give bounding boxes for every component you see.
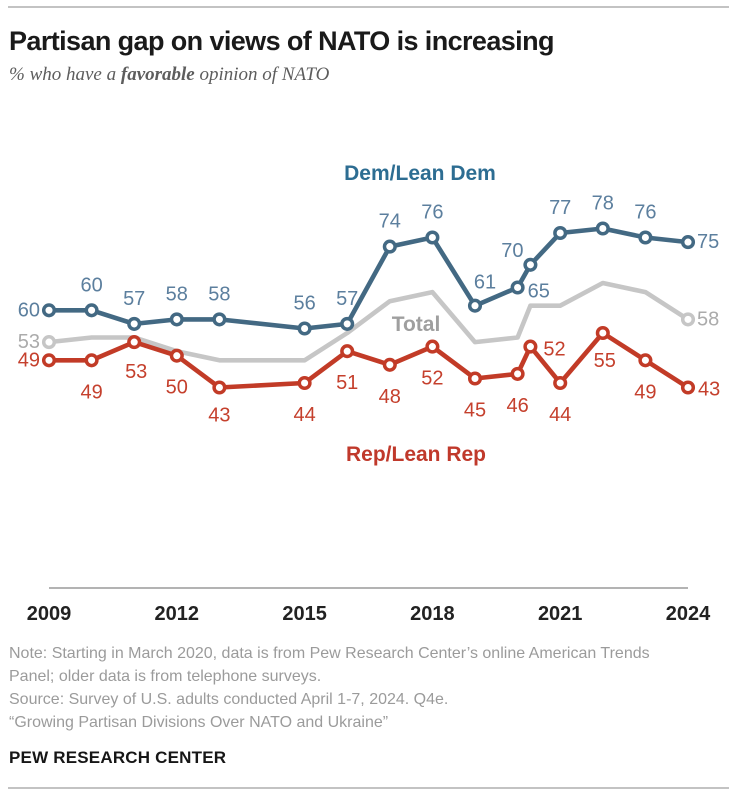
value-label: 70 — [501, 240, 523, 262]
x-tick-label: 2015 — [282, 603, 327, 625]
top-divider — [8, 6, 729, 8]
value-label: 77 — [549, 197, 571, 219]
data-point — [467, 298, 483, 313]
source-line: Source: Survey of U.S. adults conducted … — [9, 691, 449, 708]
x-tick-label: 2009 — [27, 603, 72, 625]
data-point — [510, 280, 525, 295]
value-label: 61 — [474, 272, 496, 294]
value-label: 52 — [421, 368, 443, 390]
data-point — [680, 380, 696, 395]
data-point — [425, 339, 440, 354]
footer-notes: Note: Starting in March 2020, data is fr… — [9, 642, 724, 734]
value-label: 76 — [421, 202, 443, 224]
value-label: 65 — [528, 281, 550, 303]
series-label-total: Total — [392, 313, 441, 336]
x-tick-label: 2021 — [538, 603, 583, 625]
data-point — [680, 235, 696, 250]
value-label: 53 — [125, 361, 147, 383]
value-label: 52 — [543, 339, 565, 361]
chart-subtitle: % who have a favorable opinion of NATO — [9, 64, 719, 86]
value-label: 43 — [208, 405, 230, 427]
value-label: 56 — [293, 293, 315, 315]
value-label: 75 — [697, 231, 719, 253]
value-label: 60 — [80, 274, 102, 296]
subtitle-suffix: opinion of NATO — [194, 64, 330, 85]
bottom-divider — [8, 787, 729, 789]
data-point — [382, 239, 397, 254]
data-point — [169, 312, 184, 327]
value-label: 44 — [293, 404, 315, 426]
value-label: 49 — [18, 349, 40, 371]
data-point — [41, 353, 57, 368]
value-label: 78 — [592, 193, 614, 215]
data-point — [41, 303, 57, 318]
data-point — [680, 312, 696, 327]
value-label: 43 — [698, 379, 720, 401]
note-line-2: Panel; older data is from telephone surv… — [9, 668, 322, 685]
data-point — [84, 303, 99, 318]
value-label: 76 — [634, 202, 656, 224]
series-label-dem-lean-dem: Dem/Lean Dem — [344, 162, 496, 185]
value-label: 44 — [549, 404, 571, 426]
value-label: 48 — [379, 386, 401, 408]
data-point — [467, 371, 483, 386]
data-point — [553, 375, 568, 391]
line-rep-lean-rep — [46, 330, 691, 390]
data-point — [553, 225, 568, 241]
data-point — [510, 366, 525, 381]
data-point — [297, 375, 312, 391]
data-point — [212, 312, 227, 327]
value-label: 49 — [634, 381, 656, 403]
value-label: 49 — [80, 381, 102, 403]
value-label: 57 — [123, 288, 145, 310]
data-point — [523, 339, 538, 354]
data-point — [41, 335, 57, 350]
x-tick-label: 2018 — [410, 603, 455, 625]
value-label: 45 — [464, 400, 486, 422]
data-point — [638, 230, 653, 245]
data-point — [84, 353, 99, 368]
data-point — [595, 221, 610, 236]
value-label: 53 — [18, 331, 40, 353]
value-label: 74 — [379, 211, 401, 233]
series-label-rep-lean-rep: Rep/Lean Rep — [346, 443, 486, 466]
data-point — [340, 344, 355, 359]
value-label: 58 — [697, 308, 719, 330]
data-point — [127, 335, 142, 350]
x-tick-label: 2012 — [155, 603, 200, 625]
value-label: 58 — [208, 283, 230, 305]
data-point — [212, 380, 227, 395]
value-label: 50 — [166, 377, 188, 399]
data-point — [595, 325, 610, 341]
subtitle-prefix: % who have a — [9, 64, 121, 85]
data-point — [523, 257, 538, 272]
pew-research-center-wordmark: PEW RESEARCH CENTER — [9, 748, 227, 767]
value-label: 58 — [166, 283, 188, 305]
data-point — [425, 230, 440, 245]
value-label: 46 — [506, 395, 528, 417]
value-label: 57 — [336, 288, 358, 310]
line-total — [46, 280, 691, 363]
line-dem-lean-dem — [46, 226, 691, 331]
value-label: 60 — [18, 299, 40, 321]
value-label: 51 — [336, 372, 358, 394]
value-label: 55 — [594, 350, 616, 372]
data-point — [382, 357, 397, 372]
data-point — [638, 353, 653, 368]
x-tick-label: 2024 — [666, 603, 711, 625]
chart-title: Partisan gap on views of NATO is increas… — [9, 26, 554, 56]
data-point — [127, 316, 142, 331]
data-point — [340, 316, 355, 331]
data-point — [169, 348, 184, 363]
data-point — [297, 321, 312, 336]
report-title-line: “Growing Partisan Divisions Over NATO an… — [9, 714, 389, 731]
note-line-1: Note: Starting in March 2020, data is fr… — [9, 645, 650, 662]
subtitle-emphasis: favorable — [120, 64, 195, 85]
